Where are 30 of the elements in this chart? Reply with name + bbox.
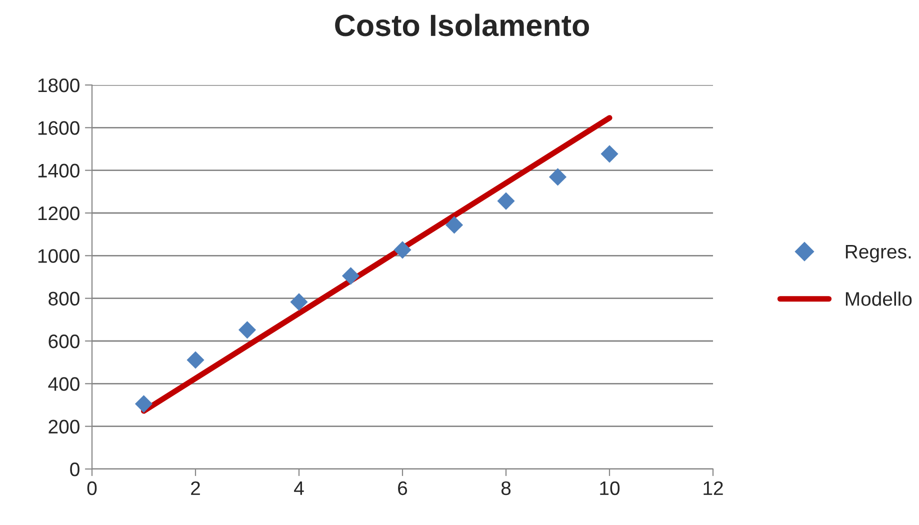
y-tick-label: 1200 — [38, 206, 80, 220]
x-tick-label: 0 — [87, 481, 97, 496]
y-tick-label: 800 — [48, 292, 80, 306]
point — [134, 395, 153, 413]
x-tick-label: 8 — [501, 481, 511, 496]
legend-label: Regres. — [846, 245, 911, 262]
x-tick-label: 6 — [398, 481, 408, 496]
point — [394, 241, 412, 259]
y-tick-label: 1400 — [38, 164, 80, 178]
point — [238, 321, 256, 339]
x-tick-label: 4 — [294, 482, 304, 495]
point — [548, 168, 567, 186]
y-tick-label: 1000 — [38, 249, 80, 263]
x-tick-label: 12 — [704, 481, 723, 495]
point — [186, 351, 204, 369]
y-tick-label: 0 — [70, 462, 80, 476]
chart-title: Costo Isolamento — [335, 14, 589, 36]
y-tick-label: 1600 — [38, 121, 80, 135]
point — [290, 293, 308, 311]
point — [497, 192, 515, 210]
x-tick-label: 10 — [600, 481, 620, 496]
point — [600, 145, 618, 163]
legend-label: Modello — [846, 292, 912, 306]
y-tick-label: 600 — [48, 334, 80, 348]
point — [342, 267, 360, 285]
y-tick-label: 200 — [48, 420, 80, 434]
x-tick-label: 2 — [191, 481, 200, 495]
y-tick-label: 400 — [48, 377, 80, 391]
point — [445, 216, 464, 234]
y-tick-label: 1800 — [38, 78, 80, 92]
